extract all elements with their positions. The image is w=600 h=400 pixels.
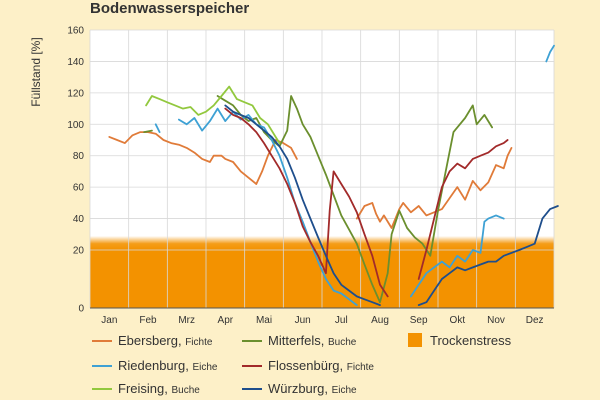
y-tick-label: 100 <box>67 120 84 131</box>
x-tick-label: Mrz <box>178 315 195 326</box>
y-tick-label: 160 <box>67 26 84 37</box>
legend-sublabel: Fichte <box>347 362 375 373</box>
legend-label: Riedenburg, Eiche <box>118 358 218 373</box>
legend-item-würzburg: Würzburg, Eiche <box>242 381 357 396</box>
series-mitterfels <box>143 95 493 304</box>
legend-item-freising: Freising, Buche <box>92 381 200 396</box>
series-ebersberg <box>108 131 513 229</box>
series-line-5 <box>224 104 559 306</box>
x-tick-label: Mai <box>256 315 272 326</box>
x-tick-label: Aug <box>371 315 389 326</box>
legend-label: Freising, Buche <box>118 381 200 396</box>
legend-label: Mitterfels, Buche <box>268 333 357 348</box>
series-freising <box>145 85 281 144</box>
legend-swatch <box>408 333 422 347</box>
axes: 0 20 40 60 80 100 120 140 160 Jan Feb Mrz Apr Mai Jun J… <box>67 26 554 326</box>
legend-sublabel: Fichte <box>185 337 213 348</box>
y-tick-label: 0 <box>78 304 84 315</box>
x-tick-label: Feb <box>139 315 157 326</box>
series-line-4 <box>145 85 281 144</box>
legend-item-mitterfels: Mitterfels, Buche <box>242 333 357 348</box>
y-tick-label: 20 <box>73 246 85 257</box>
x-tick-label: Dez <box>526 315 544 326</box>
x-tick-label: Okt <box>450 315 466 326</box>
y-tick-label: 60 <box>73 183 85 194</box>
series-line-3 <box>224 107 509 298</box>
legend-item-riedenburg: Riedenburg, Eiche <box>92 358 218 373</box>
legend-sublabel: Buche <box>171 385 200 396</box>
legend-sublabel: Buche <box>328 337 357 348</box>
legend-label: Ebersberg, Fichte <box>118 333 213 348</box>
y-tick-label: 120 <box>67 88 84 99</box>
y-tick-label: 140 <box>67 57 84 68</box>
series-flossenbürg <box>224 107 509 298</box>
legend-sublabel: Eiche <box>192 362 217 373</box>
x-tick-label: Sep <box>410 315 428 326</box>
y-tick-label: 80 <box>73 151 85 162</box>
x-tick-label: Jun <box>295 315 311 326</box>
chart-title: Bodenwasserspeicher <box>90 0 249 17</box>
x-tick-label: Apr <box>218 315 234 326</box>
legend-label: Würzburg, Eiche <box>268 381 357 396</box>
x-tick-label: Jan <box>101 315 117 326</box>
series-line-1 <box>143 95 493 304</box>
legend-item-trockenstress: Trockenstress <box>408 333 512 348</box>
grid <box>89 29 555 309</box>
x-tick-label: Nov <box>487 315 505 326</box>
y-tick-label: 40 <box>73 214 85 225</box>
legend: Ebersberg, Fichte Mitterfels, Buche Rieden… <box>92 333 512 396</box>
legend-item-flossenbürg: Flossenbürg, Fichte <box>242 358 374 373</box>
legend-sublabel: Eiche <box>332 385 357 396</box>
x-tick-label: Jul <box>335 315 348 326</box>
y-axis-label: Füllstand [%] <box>29 37 43 106</box>
legend-item-ebersberg: Ebersberg, Fichte <box>92 333 213 348</box>
legend-label: Flossenbürg, Fichte <box>268 358 374 373</box>
legend-label: Trockenstress <box>430 333 512 348</box>
series-würzburg <box>224 104 559 306</box>
series-line-0 <box>108 131 513 229</box>
series-group <box>108 44 559 306</box>
